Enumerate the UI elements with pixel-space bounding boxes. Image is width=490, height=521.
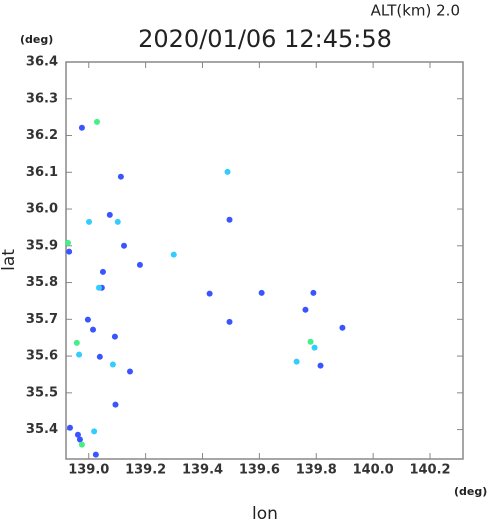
echo-point bbox=[64, 239, 71, 246]
y-tick-label: 36.1 bbox=[26, 165, 58, 180]
x-tick-label: 140.2 bbox=[409, 463, 450, 478]
echo-point bbox=[302, 306, 309, 313]
echo-point bbox=[76, 436, 83, 443]
echo-point bbox=[66, 248, 73, 255]
x-tick-label: 139.8 bbox=[296, 463, 337, 478]
echo-point bbox=[339, 324, 346, 331]
y-unit: (deg) bbox=[20, 33, 53, 46]
y-tick-label: 35.5 bbox=[26, 385, 58, 400]
echo-point bbox=[226, 318, 233, 325]
echo-point bbox=[93, 118, 100, 125]
echo-point bbox=[76, 351, 83, 358]
echo-point bbox=[74, 431, 81, 438]
y-tick-label: 35.8 bbox=[26, 275, 58, 290]
echo-point bbox=[117, 173, 124, 180]
x-axis-label: lon bbox=[252, 504, 278, 521]
echo-point bbox=[84, 316, 91, 323]
y-tick-label: 36.2 bbox=[26, 128, 58, 143]
y-tick-label: 36.4 bbox=[26, 55, 58, 70]
echo-point bbox=[226, 216, 233, 223]
echo-point bbox=[109, 361, 116, 368]
echo-point bbox=[311, 344, 318, 351]
echo-point bbox=[78, 441, 85, 448]
echo-point bbox=[106, 211, 113, 218]
x-unit: (deg) bbox=[454, 485, 487, 498]
y-tick-label: 35.4 bbox=[26, 422, 58, 437]
echo-point bbox=[91, 428, 98, 435]
echo-point bbox=[66, 424, 73, 431]
echo-point bbox=[73, 339, 80, 346]
echo-point bbox=[258, 289, 265, 296]
y-tick-label: 35.9 bbox=[26, 238, 58, 253]
echo-point bbox=[293, 358, 300, 365]
echo-point bbox=[310, 289, 317, 296]
y-tick-label: 35.7 bbox=[26, 312, 58, 327]
y-tick-label: 35.6 bbox=[26, 349, 58, 364]
echo-point bbox=[95, 284, 102, 291]
echo-point bbox=[206, 290, 213, 297]
x-tick-label: 139.0 bbox=[68, 463, 109, 478]
echo-point bbox=[86, 218, 93, 225]
echo-point bbox=[126, 368, 133, 375]
x-tick-label: 139.4 bbox=[182, 463, 223, 478]
echo-point bbox=[307, 338, 314, 345]
plot-frame bbox=[65, 61, 464, 460]
echo-point bbox=[112, 401, 119, 408]
y-tick-label: 36.0 bbox=[26, 202, 58, 217]
echo-point bbox=[224, 168, 231, 175]
echo-point bbox=[121, 242, 128, 249]
echo-point bbox=[111, 333, 118, 340]
y-axis-label: lat bbox=[0, 249, 19, 271]
echo-point bbox=[170, 251, 177, 258]
annotation: ALT(km) 2.0 bbox=[371, 2, 460, 20]
echo-point bbox=[317, 362, 324, 369]
echo-point bbox=[96, 353, 103, 360]
echo-point bbox=[114, 218, 121, 225]
chart-title: 2020/01/06 12:45:58 bbox=[138, 25, 392, 53]
echo-point bbox=[136, 261, 143, 268]
echo-point bbox=[99, 268, 106, 275]
echo-point bbox=[78, 124, 85, 131]
x-tick-label: 139.6 bbox=[239, 463, 280, 478]
echo-point bbox=[92, 451, 99, 458]
y-tick-label: 36.3 bbox=[26, 91, 58, 106]
x-tick-label: 140.0 bbox=[353, 463, 394, 478]
echo-point bbox=[90, 326, 97, 333]
x-tick-label: 139.2 bbox=[125, 463, 166, 478]
